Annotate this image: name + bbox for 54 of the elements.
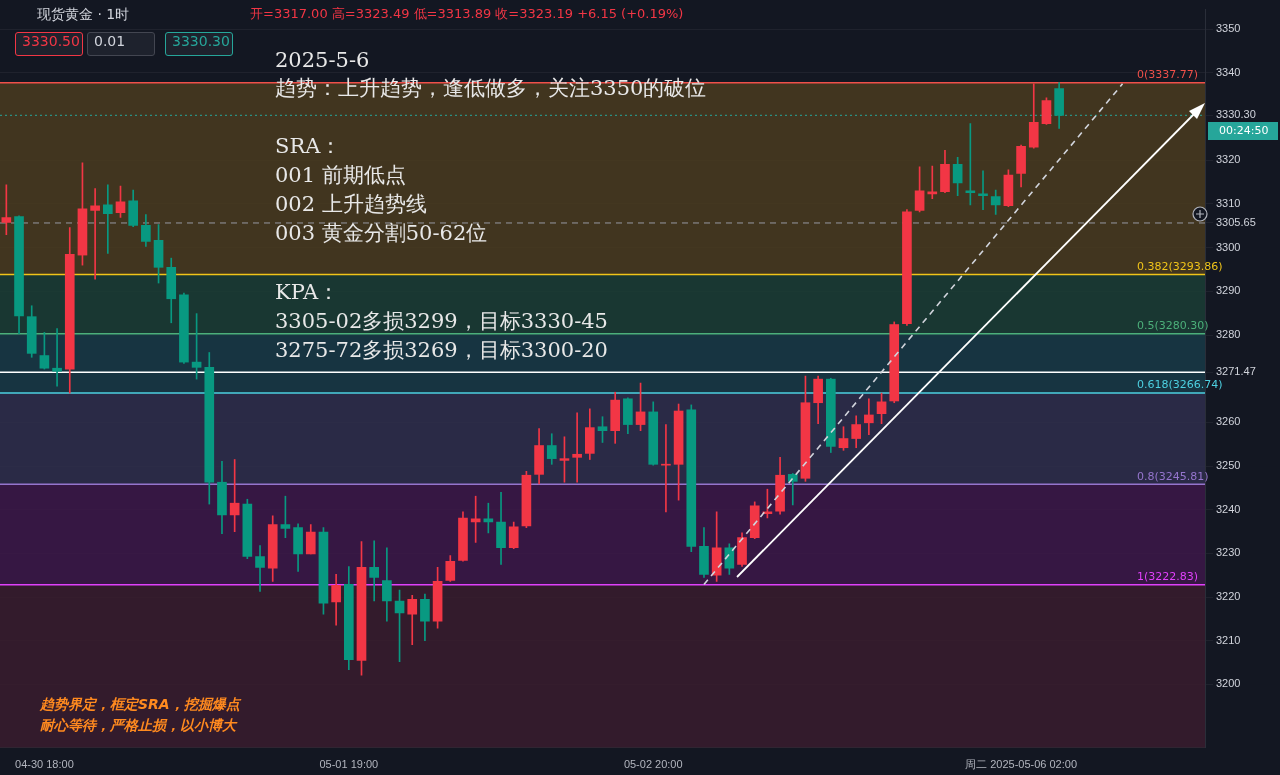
ref-line-label: 0.8(3245.81) [1137,469,1209,483]
candlestick [255,545,265,592]
ref-line-label: 0(3337.77) [1137,68,1199,82]
y-tick-label: 3320 [1216,153,1241,166]
candlestick [661,424,671,513]
price-box: 3330.30 [165,32,233,56]
quantity-box: 0.01 [87,32,155,56]
y-tick-label: 3240 [1216,502,1241,515]
y-tick-label: 3340 [1216,65,1241,78]
annotation: 趋势：上升趋势，逢低做多，关注3350的破位 [275,76,707,101]
candlestick [864,398,874,435]
chart-subtitle: 开=3317.00 高=3323.49 低=3313.89 收=3323.19 +6.15 (+0.19%) [250,6,684,22]
y-tick-label: 3300 [1216,240,1241,253]
y-tick-label: 3280 [1216,328,1241,341]
candlestick [572,412,582,483]
text: 00:24:50 [1219,123,1269,137]
annotation: 耐心等待，严格止损，以小博大 [40,716,238,733]
annotation: SRA： [275,134,342,159]
y-tick-label: 3350 [1216,22,1241,35]
candlestick [927,165,938,200]
y-tick-label: 3271.47 [1216,365,1256,378]
annotation: 趋势界定，框定SRA，挖掘爆点 [39,695,242,712]
candlestick [102,184,113,254]
y-tick-label: 3230 [1216,546,1241,559]
annotation: 3305-02多损3299，目标3330-45 [275,309,608,334]
x-tick-label: 周二 2025-05-06 02:00 [965,758,1078,771]
annotation: 001 前期低点 [275,163,406,188]
annotation: 3275-72多损3269，目标3300-20 [275,338,608,363]
y-tick-label: 3310 [1216,197,1241,210]
ref-line-label: 0.5(3280.30) [1137,319,1209,333]
x-tick-label: 05-02 20:00 [623,758,683,771]
y-tick-label: 3220 [1216,590,1241,603]
ref-line-label: 1(3222.83) [1137,570,1199,584]
ref-line-label: 0.382(3293.86) [1137,259,1223,273]
y-tick-label: 3330.30 [1216,108,1256,121]
y-tick-label: 3250 [1216,459,1241,472]
annotation: 003 黄金分割50-62位 [275,221,488,246]
chart-title: 现货黄金 · 1时 [37,5,130,22]
annotation: 002 上升趋势线 [275,192,427,217]
annotation: KPA： [275,280,340,305]
candlestick [787,473,798,506]
candlestick [90,188,100,280]
y-tick-label: 3210 [1216,633,1241,646]
annotation: 2025-5-6 [275,48,370,73]
candlestick [369,540,380,602]
price-box: 3330.50 [15,32,83,56]
y-tick-label: 3305.65 [1216,216,1256,229]
y-tick-label: 3200 [1216,677,1241,690]
x-tick-label: 04-30 18:00 [15,758,74,771]
y-tick-label: 3260 [1216,415,1241,428]
candlestick [52,328,62,387]
ref-line-label: 0.618(3266.74) [1137,378,1223,392]
x-tick-label: 05-01 19:00 [319,758,379,771]
y-tick-label: 3290 [1216,284,1241,297]
